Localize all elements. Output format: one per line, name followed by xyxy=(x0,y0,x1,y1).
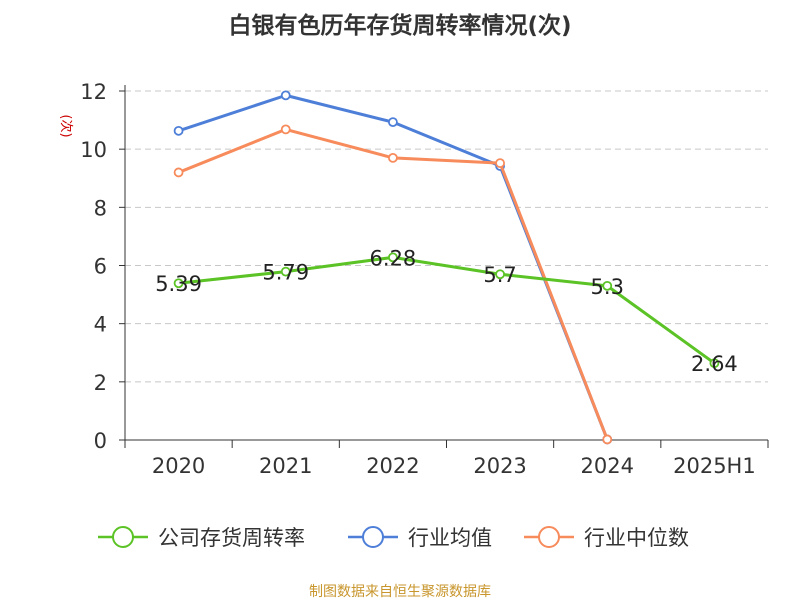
y-axis-label: (次) xyxy=(58,114,74,137)
data-point[interactable] xyxy=(495,158,505,169)
series-0 xyxy=(173,252,720,369)
x-tick-label: 2020 xyxy=(152,454,205,478)
data-point[interactable] xyxy=(388,117,398,128)
data-point[interactable] xyxy=(388,252,398,263)
y-tick-label: 0 xyxy=(94,429,107,453)
series-line xyxy=(178,127,609,440)
legend-label: 行业中位数 xyxy=(584,526,689,550)
legend-marker xyxy=(112,526,134,548)
data-point[interactable] xyxy=(173,167,184,178)
chart-title: 白银有色历年存货周转率情况(次) xyxy=(228,12,571,39)
y-tick-label: 8 xyxy=(94,196,107,220)
data-point[interactable] xyxy=(173,278,184,289)
x-tick-label: 2024 xyxy=(581,454,634,478)
data-point[interactable] xyxy=(495,269,505,280)
legend: 公司存货周转率 行业均值 行业中位数 xyxy=(98,526,689,550)
y-tick-label: 2 xyxy=(94,371,107,395)
axes: 0 2 4 6 8 10 12 2020 2021 2022 2023 2024 2025H1 xyxy=(80,80,769,478)
data-label: 2.64 xyxy=(691,352,738,376)
grid-lines xyxy=(125,90,768,383)
y-tick-label: 6 xyxy=(94,255,107,279)
series-layer xyxy=(173,90,720,445)
series-2 xyxy=(173,124,613,445)
legend-marker xyxy=(362,526,384,548)
data-point[interactable] xyxy=(173,125,184,136)
data-point[interactable] xyxy=(280,90,291,101)
legend-item-0[interactable]: 公司存货周转率 xyxy=(98,526,305,550)
data-label: 5.79 xyxy=(262,261,309,285)
legend-label: 行业均值 xyxy=(408,526,492,550)
data-point[interactable] xyxy=(280,124,291,135)
data-point[interactable] xyxy=(280,266,291,277)
y-tick-label: 10 xyxy=(80,138,107,162)
y-tick-label: 12 xyxy=(80,80,107,104)
data-label: 5.7 xyxy=(483,263,516,287)
data-point[interactable] xyxy=(602,434,613,445)
legend-marker xyxy=(538,526,560,548)
data-label: 5.39 xyxy=(155,272,202,296)
x-tick-label: 2025H1 xyxy=(673,454,756,478)
x-tick-label: 2021 xyxy=(259,454,312,478)
series-line xyxy=(178,255,716,365)
data-point[interactable] xyxy=(602,280,613,291)
x-tick-label: 2023 xyxy=(473,454,526,478)
legend-item-1[interactable]: 行业均值 xyxy=(348,526,492,550)
legend-item-2[interactable]: 行业中位数 xyxy=(524,526,689,550)
x-tick-label: 2022 xyxy=(366,454,419,478)
source-note: 制图数据来自恒生聚源数据库 xyxy=(309,584,491,600)
legend-label: 公司存货周转率 xyxy=(158,526,305,550)
data-point[interactable] xyxy=(388,152,398,163)
y-tick-label: 4 xyxy=(94,313,107,337)
data-label: 5.3 xyxy=(591,275,624,299)
data-label: 6.28 xyxy=(370,246,417,270)
data-labels: 5.39 5.79 6.28 5.7 5.3 2.64 xyxy=(155,246,738,376)
data-point[interactable] xyxy=(709,358,720,369)
